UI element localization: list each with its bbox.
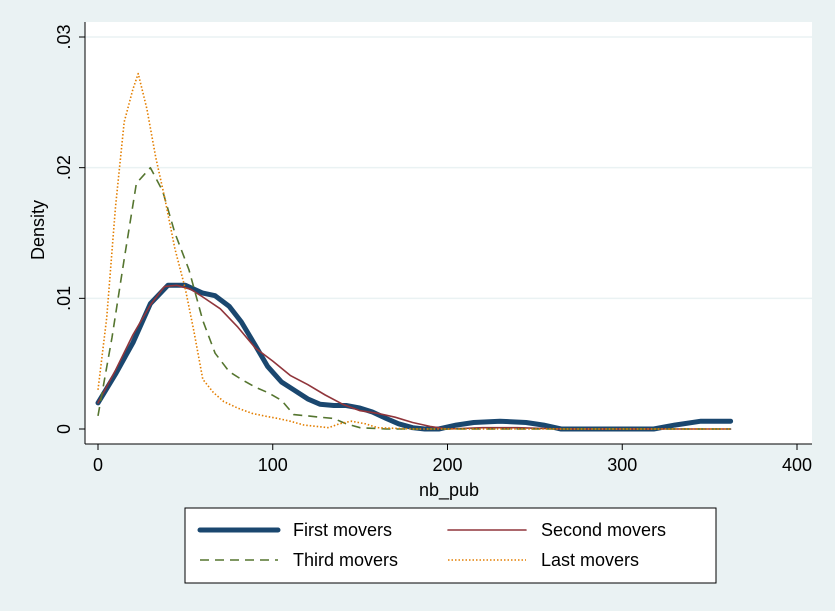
series-lines: [95, 72, 734, 432]
x-tick-label-0: 0: [93, 455, 103, 475]
axes: 0 100 200 300 400 0 .01 .02 .03: [54, 22, 812, 475]
y-tick-label-3: .03: [54, 24, 74, 49]
legend: First movers Second movers Third movers Las…: [184, 507, 717, 584]
series-line-third-movers: [97, 166, 731, 430]
x-tick-label-3: 300: [607, 455, 637, 475]
series-line-last-movers: [97, 72, 731, 430]
legend-label-1: Second movers: [541, 520, 666, 540]
x-axis-label: nb_pub: [419, 480, 479, 501]
y-tick-label-2: .02: [54, 155, 74, 180]
series-line-second-movers: [97, 284, 732, 430]
legend-box: [184, 507, 717, 584]
x-tick-label-4: 400: [782, 455, 812, 475]
x-tick-label-1: 100: [258, 455, 288, 475]
y-tick-label-1: .01: [54, 286, 74, 311]
x-tick-label-2: 200: [432, 455, 462, 475]
legend-label-3: Last movers: [541, 550, 639, 570]
legend-label-0: First movers: [293, 520, 392, 540]
plot-background: [85, 22, 812, 444]
legend-label-2: Third movers: [293, 550, 398, 570]
y-axis-label: Density: [28, 200, 48, 260]
y-tick-label-0: 0: [54, 424, 74, 434]
